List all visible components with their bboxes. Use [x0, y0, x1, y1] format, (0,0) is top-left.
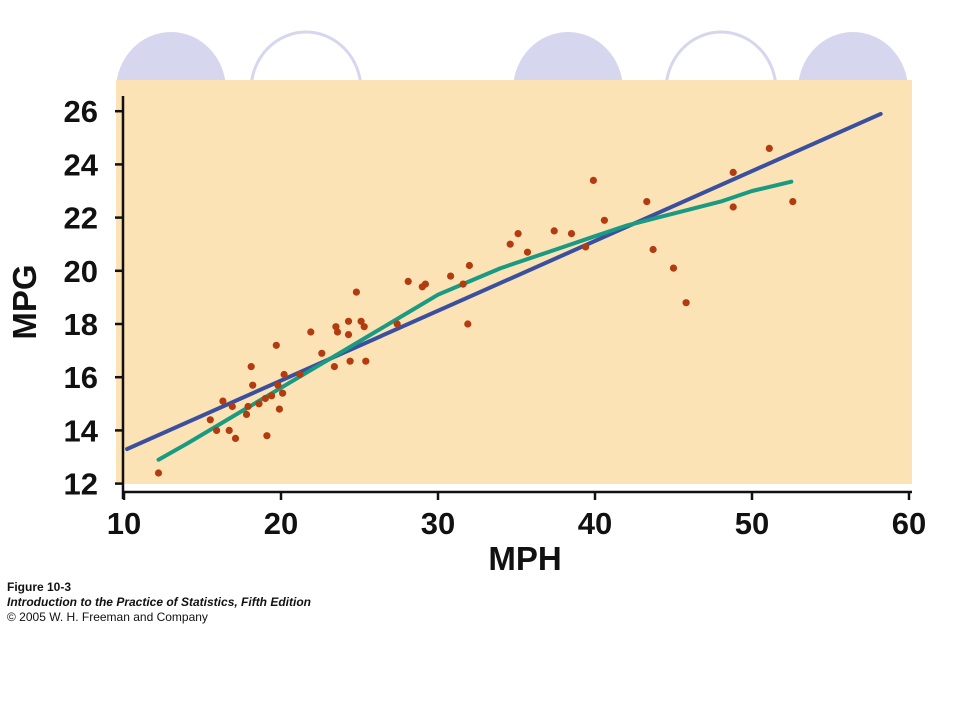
x-tick-label-30: 30 [421, 506, 455, 541]
data-point-27 [344, 317, 353, 325]
y-tick-label-16: 16 [64, 360, 98, 395]
data-point-31 [357, 317, 365, 325]
y-axis-title: MPG [6, 264, 43, 339]
data-point-28 [344, 331, 353, 339]
data-point-44 [523, 248, 532, 256]
book-title: Introduction to the Practice of Statisti… [7, 595, 312, 609]
data-point-3 [213, 426, 221, 434]
data-point-56 [765, 144, 773, 152]
decor-half-ring-2 [249, 30, 363, 90]
data-point-38 [447, 272, 455, 280]
data-point-35 [404, 277, 412, 285]
data-point-53 [682, 299, 690, 307]
decor-half-ring-4 [664, 30, 778, 90]
data-point-15 [268, 392, 276, 400]
data-point-20 [280, 370, 288, 379]
data-point-55 [729, 203, 737, 211]
data-point-19 [279, 389, 287, 397]
data-point-18 [275, 405, 283, 413]
copyright-notice: © 2005 W. H. Freeman and Company [7, 610, 208, 624]
y-tick-label-20: 20 [64, 254, 98, 289]
smooth-curve [156, 179, 794, 462]
y-tick-label-14: 14 [64, 413, 99, 448]
data-point-10 [247, 363, 255, 371]
data-point-39 [459, 280, 467, 288]
data-point-42 [506, 240, 514, 248]
x-axis-title: MPH [488, 540, 561, 577]
data-point-9 [244, 402, 252, 411]
data-point-5 [225, 426, 233, 434]
data-point-26 [333, 328, 342, 336]
data-point-22 [307, 328, 315, 336]
fit-lines [125, 111, 883, 462]
data-point-32 [360, 323, 368, 331]
decor-half-disc-5 [798, 32, 908, 90]
data-point-6 [228, 402, 236, 411]
data-point-21 [296, 370, 304, 379]
figure-caption: Figure 10-3 Introduction to the Practice… [7, 580, 311, 625]
data-point-46 [567, 230, 576, 238]
x-tick-label-40: 40 [578, 506, 612, 541]
x-tick-label-10: 10 [107, 506, 141, 541]
decorative-header [116, 30, 908, 90]
data-point-33 [362, 357, 370, 365]
data-point-24 [330, 363, 338, 371]
data-point-13 [261, 394, 269, 403]
y-tick-label-12: 12 [64, 467, 98, 502]
data-point-57 [789, 198, 797, 206]
data-point-54 [729, 168, 737, 176]
data-points [154, 144, 797, 477]
data-point-41 [464, 320, 472, 328]
regression-line [125, 111, 883, 451]
data-point-1 [154, 469, 163, 477]
x-tick-label-50: 50 [735, 506, 769, 541]
figure-number: Figure 10-3 [7, 580, 72, 594]
x-tick-label-20: 20 [264, 506, 298, 541]
data-point-4 [219, 397, 227, 405]
data-point-14 [263, 432, 271, 440]
data-point-23 [318, 349, 326, 357]
scatter-chart: 12 14 16 18 20 22 24 26 10 20 30 40 50 60 MPH MPG [6, 80, 927, 577]
data-point-43 [514, 230, 522, 238]
data-point-8 [242, 410, 251, 418]
data-point-49 [600, 216, 609, 224]
data-point-12 [255, 400, 263, 408]
decor-half-disc-1 [116, 32, 226, 90]
y-tick-label-22: 22 [64, 201, 98, 236]
data-point-45 [550, 227, 558, 235]
data-point-29 [346, 357, 354, 365]
data-point-11 [249, 381, 257, 389]
x-tick-label-60: 60 [892, 506, 926, 541]
data-point-50 [643, 198, 651, 206]
plot-area [116, 80, 912, 484]
data-point-52 [669, 264, 678, 272]
data-point-2 [206, 416, 214, 424]
y-tick-label-24: 24 [64, 147, 99, 182]
data-point-30 [352, 288, 360, 296]
data-point-7 [231, 434, 240, 442]
data-point-16 [272, 341, 280, 349]
data-point-47 [582, 243, 590, 251]
axes: 12 14 16 18 20 22 24 26 10 20 30 40 50 60 [64, 94, 927, 541]
data-point-34 [393, 320, 401, 328]
y-tick-label-26: 26 [64, 94, 98, 129]
data-point-40 [465, 261, 473, 270]
data-point-37 [421, 280, 429, 288]
data-point-17 [274, 381, 282, 389]
data-point-51 [649, 245, 657, 254]
y-tick-label-18: 18 [64, 307, 98, 342]
decor-half-disc-3 [513, 32, 623, 90]
data-point-48 [589, 176, 598, 184]
